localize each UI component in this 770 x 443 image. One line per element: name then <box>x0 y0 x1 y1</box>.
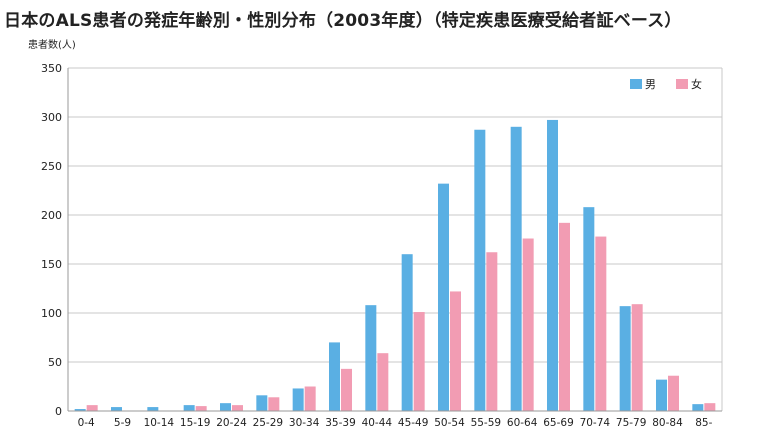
bar-male-80-84 <box>656 379 667 411</box>
legend-label-female: 女 <box>691 77 702 91</box>
x-tick-label: 45-49 <box>398 417 429 429</box>
y-tick-label: 200 <box>41 209 62 222</box>
bar-female-45-49 <box>413 312 425 411</box>
bar-female-35-39 <box>341 368 352 411</box>
bar-male-45-49 <box>401 254 413 411</box>
y-tick-label: 300 <box>41 111 62 124</box>
bar-male-50-54 <box>438 183 449 411</box>
bar-female-40-44 <box>377 353 389 411</box>
x-tick-label: 80-84 <box>652 417 683 429</box>
x-tick-label: 70-74 <box>580 417 611 429</box>
x-tick-label: 20-24 <box>216 417 247 429</box>
bar-female-30-34 <box>304 386 316 411</box>
bar-male-0-4 <box>74 409 86 411</box>
legend: 男女 <box>630 77 702 91</box>
x-tick-label: 0-4 <box>78 417 95 429</box>
bar-male-75-79 <box>619 306 631 411</box>
y-axis-label: 患者数(人) <box>28 38 76 51</box>
x-tick-label: 85- <box>695 417 712 429</box>
bar-male-15-19 <box>183 405 195 411</box>
bar-male-55-59 <box>474 129 486 411</box>
y-ticks: 0 50 100 150 200 250 300 350 <box>41 62 62 418</box>
bar-female-25-29 <box>268 397 280 411</box>
bar-female-80-84 <box>668 375 679 411</box>
bar-male-60-64 <box>510 126 522 412</box>
y-tick-label: 0 <box>55 405 62 418</box>
x-tick-label: 25-29 <box>253 417 284 429</box>
bar-female-55-59 <box>486 252 498 411</box>
x-tick-label: 55-59 <box>471 417 502 429</box>
x-tick-label: 40-44 <box>362 417 393 429</box>
bar-female-50-54 <box>450 291 461 411</box>
bar-female-85- <box>704 403 716 411</box>
x-tick-label: 65-69 <box>543 417 574 429</box>
y-tick-label: 50 <box>48 356 62 369</box>
bar-male-40-44 <box>365 305 377 411</box>
bar-female-60-64 <box>522 238 534 411</box>
x-tick-label: 30-34 <box>289 417 320 429</box>
y-tick-label: 100 <box>41 307 62 320</box>
chart-title: 日本のALS患者の発症年齢別・性別分布（2003年度）（特定疾患医療受給者証ベー… <box>4 11 682 31</box>
gridlines <box>68 67 722 363</box>
x-tick-label: 15-19 <box>180 417 211 429</box>
bar-male-65-69 <box>547 119 558 411</box>
bar-male-20-24 <box>220 403 231 411</box>
bar-male-85- <box>692 404 704 411</box>
bar-male-35-39 <box>329 342 340 411</box>
bar-male-30-34 <box>292 388 304 411</box>
x-tick-label: 10-14 <box>144 417 175 429</box>
y-tick-label: 350 <box>41 62 62 75</box>
bar-male-25-29 <box>256 395 268 411</box>
bar-male-70-74 <box>583 207 595 411</box>
bar-female-0-4 <box>86 405 98 411</box>
bar-male-10-14 <box>147 407 159 411</box>
legend-swatch-female <box>676 79 688 89</box>
bar-female-75-79 <box>631 304 643 411</box>
bar-female-20-24 <box>232 405 243 411</box>
legend-label-male: 男 <box>645 78 656 91</box>
bar-female-70-74 <box>595 236 607 411</box>
bar-female-15-19 <box>195 406 207 411</box>
x-tick-label: 50-54 <box>434 417 465 429</box>
x-ticks: 0-4 5-9 10-14 15-19 20-24 25-29 30-34 35-39 40-4… <box>78 417 713 429</box>
bar-male-5-9 <box>111 407 122 411</box>
legend-swatch-male <box>630 79 642 89</box>
x-tick-label: 5-9 <box>114 417 131 429</box>
x-tick-label: 35-39 <box>325 417 356 429</box>
x-tick-label: 75-79 <box>616 417 647 429</box>
bar-female-65-69 <box>559 222 570 411</box>
y-tick-label: 150 <box>41 258 62 271</box>
x-tick-label: 60-64 <box>507 417 538 429</box>
bars <box>74 119 716 412</box>
y-tick-label: 250 <box>41 160 62 173</box>
chart-container: 患者数(人) 0 50 100 150 200 250 300 350 0-4 5-9 10-14… <box>0 36 770 439</box>
bar-chart: 患者数(人) 0 50 100 150 200 250 300 350 0-4 5-9 10-14… <box>28 38 723 429</box>
axes <box>67 68 723 412</box>
